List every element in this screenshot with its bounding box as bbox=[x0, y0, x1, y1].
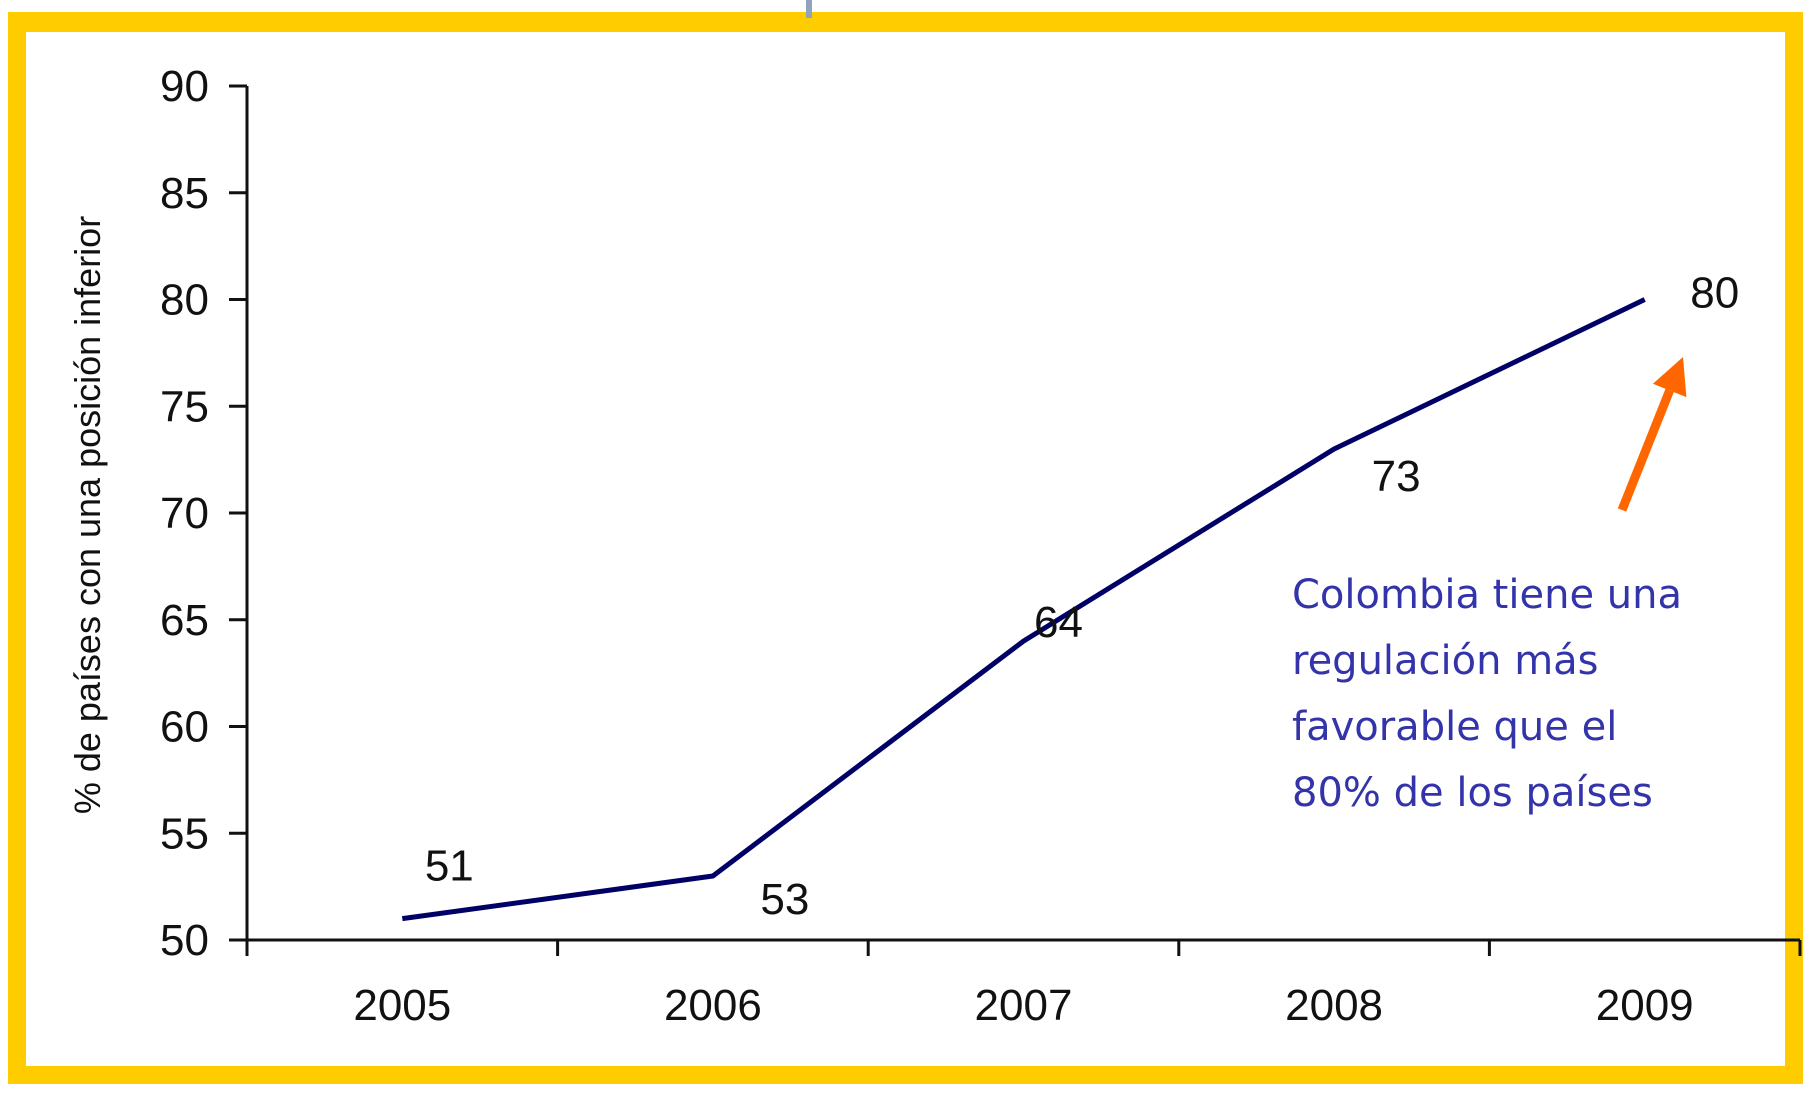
data-label: 53 bbox=[760, 875, 809, 924]
y-tick-label: 75 bbox=[160, 382, 209, 431]
chart-frame bbox=[8, 12, 1803, 1084]
y-tick-label: 60 bbox=[160, 703, 209, 752]
y-tick-label: 80 bbox=[160, 276, 209, 325]
x-tick-label: 2006 bbox=[664, 981, 762, 1030]
annotation: Colombia tiene una regulación más favorabl… bbox=[1292, 572, 1682, 816]
data-label: 64 bbox=[1034, 598, 1083, 647]
data-label: 73 bbox=[1372, 452, 1421, 501]
x-tick-label: 2009 bbox=[1596, 981, 1694, 1030]
x-tick-label: 2008 bbox=[1285, 981, 1383, 1030]
x-tick-label: 2005 bbox=[353, 981, 451, 1030]
y-tick-label: 85 bbox=[160, 169, 209, 218]
series-line bbox=[401, 297, 1646, 922]
y-tick-label: 90 bbox=[160, 62, 209, 111]
data-label: 80 bbox=[1690, 269, 1739, 318]
top-connector-mark bbox=[806, 0, 812, 18]
data-label-group: 51 53 64 73 80 bbox=[425, 269, 1739, 924]
annotation-line: regulación más bbox=[1292, 638, 1599, 684]
annotation-line: Colombia tiene una bbox=[1292, 572, 1682, 618]
y-tick-label: 70 bbox=[160, 489, 209, 538]
arrow-shaft bbox=[1617, 388, 1674, 512]
annotation-arrow bbox=[1617, 357, 1687, 512]
x-tick-label: 2007 bbox=[975, 981, 1073, 1030]
y-axis-title: % de países con una posición inferior bbox=[67, 216, 108, 814]
y-tick-group: 50 55 60 65 70 75 80 85 90 bbox=[160, 62, 247, 965]
y-tick-label: 50 bbox=[160, 916, 209, 965]
annotation-line: 80% de los países bbox=[1292, 770, 1653, 816]
arrow-head bbox=[1652, 357, 1687, 398]
data-label: 51 bbox=[425, 842, 474, 891]
y-tick-label: 65 bbox=[160, 596, 209, 645]
y-tick-label: 55 bbox=[160, 809, 209, 858]
annotation-line: favorable que el bbox=[1292, 704, 1617, 750]
x-tick-group: 2005 2006 2007 2008 2009 bbox=[245, 940, 1802, 1030]
